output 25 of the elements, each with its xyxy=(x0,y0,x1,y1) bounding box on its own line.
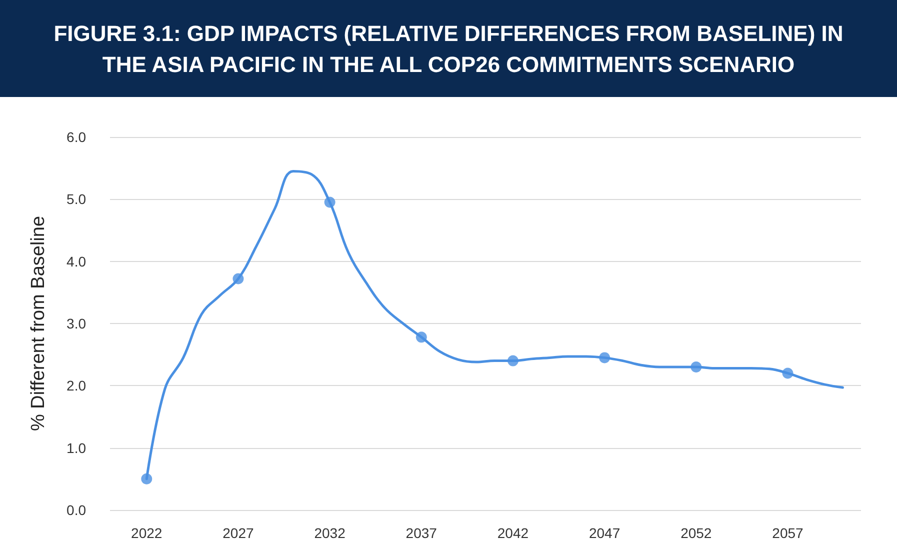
chart-title: FIGURE 3.1: GDP IMPACTS (RELATIVE DIFFERENCES FROM BASELINE) IN THE ASIA PACIFIC IN THE ALL COP26 COMMITMENTS SCENARIO xyxy=(0,0,897,97)
y-tick-label: 3.0 xyxy=(66,316,86,332)
x-tick-label: 2047 xyxy=(588,525,620,541)
point xyxy=(507,355,518,366)
point xyxy=(690,362,702,373)
point xyxy=(232,273,244,284)
y-axis-title: % Different from Baseline xyxy=(28,216,49,432)
x-tick-label: 2037 xyxy=(406,525,438,541)
y-tick-label: 2.0 xyxy=(66,378,86,394)
y-tick-label: 5.0 xyxy=(66,191,86,208)
point xyxy=(782,368,794,379)
x-tick-label: 2032 xyxy=(314,525,346,541)
x-tick-label: 2027 xyxy=(222,525,254,541)
y-tick-label: 4.0 xyxy=(66,253,86,270)
x-tick-label: 2052 xyxy=(680,525,712,541)
point xyxy=(599,352,610,364)
y-tick-label: 6.0 xyxy=(66,129,86,145)
y-tick-label: 0.0 xyxy=(66,502,86,518)
point xyxy=(416,332,427,343)
point xyxy=(141,473,152,484)
x-tick-label: 2042 xyxy=(497,525,529,541)
x-tick-label: 2022 xyxy=(131,525,162,541)
point xyxy=(324,196,336,208)
x-tick-label: 2057 xyxy=(772,525,804,541)
y-tick-label: 1.0 xyxy=(66,440,86,456)
